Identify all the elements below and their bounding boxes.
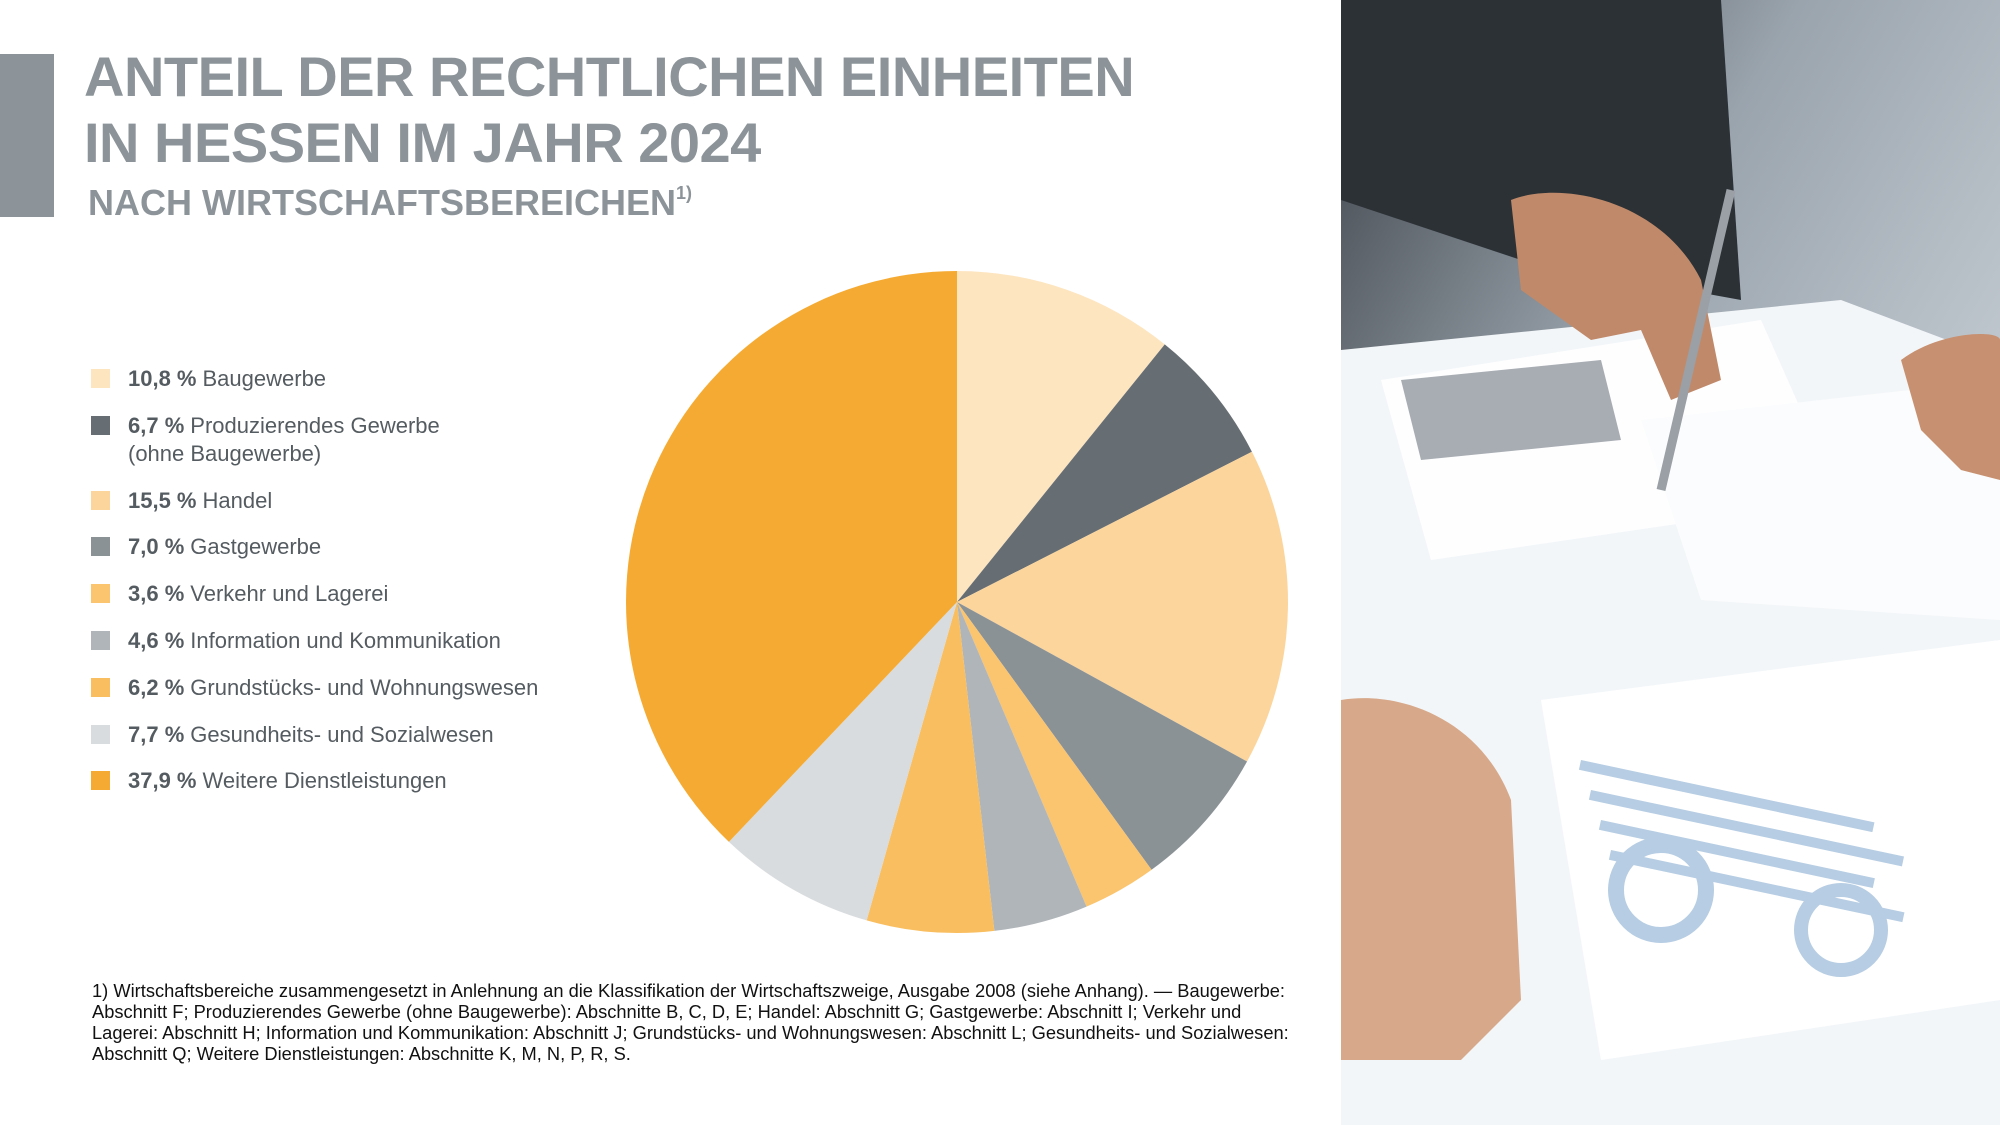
legend-label: Weitere Dienstleistungen xyxy=(202,768,447,794)
legend-text: 10,8 % Baugewerbe xyxy=(128,365,326,393)
legend-swatch xyxy=(91,537,110,557)
legend-swatch xyxy=(91,630,110,650)
legend: 10,8 % Baugewerbe 6,7 % Produzierendes Gewe… xyxy=(91,365,538,814)
legend-item: 15,5 % Handel xyxy=(91,487,538,515)
pie-slice xyxy=(866,602,995,934)
legend-value: 7,7 % xyxy=(128,721,185,747)
legend-text: 15,5 % Handel xyxy=(128,487,272,515)
footnote: 1) Wirtschaftsbereiche zusammengesetzt i… xyxy=(92,980,1289,1064)
legend-value: 6,7 % xyxy=(128,412,185,438)
legend-item: 10,8 % Baugewerbe xyxy=(91,365,538,393)
legend-label: Handel xyxy=(202,487,273,513)
pie-slice xyxy=(728,602,957,921)
legend-text: 6,2 % Grundstücks- und Wohnungswesen xyxy=(128,674,538,702)
legend-value: 37,9 % xyxy=(128,768,197,794)
photo xyxy=(1341,0,2000,1125)
legend-item: 7,0 % Gastgewerbe xyxy=(91,533,538,561)
pie-slice xyxy=(957,602,1087,931)
pie-slice xyxy=(957,602,1152,907)
pie-slice xyxy=(957,271,1165,602)
legend-value: 7,0 % xyxy=(128,534,185,560)
legend-item: 3,6 % Verkehr und Lagerei xyxy=(91,580,538,608)
pie-slice xyxy=(957,451,1288,762)
pie-slice xyxy=(957,344,1252,602)
legend-value: 3,6 % xyxy=(128,581,185,607)
legend-text: 3,6 % Verkehr und Lagerei xyxy=(128,580,388,608)
legend-swatch xyxy=(91,724,110,744)
legend-label: Gesundheits- und Sozialwesen xyxy=(190,721,494,747)
legend-label: Baugewerbe xyxy=(202,366,327,391)
legend-swatch xyxy=(91,584,110,604)
legend-item: 7,7 % Gesundheits- und Sozialwesen xyxy=(91,721,538,749)
legend-swatch xyxy=(91,677,110,697)
accent-bar xyxy=(0,54,54,217)
legend-label: Information und Kommunikation xyxy=(190,627,501,653)
legend-swatch xyxy=(91,369,110,388)
legend-label: Verkehr und Lagerei xyxy=(190,581,389,607)
legend-text: 7,0 % Gastgewerbe xyxy=(128,533,321,561)
pie-slice xyxy=(626,271,957,842)
legend-item: 4,6 % Information und Kommunikation xyxy=(91,627,538,655)
legend-label: Grundstücks- und Wohnungswesen xyxy=(190,674,539,700)
legend-item: 37,9 % Weitere Dienstleistungen xyxy=(91,767,538,795)
chart xyxy=(626,271,1288,934)
legend-swatch xyxy=(91,415,110,435)
legend-value: 10,8 % xyxy=(128,366,197,391)
legend-text: 7,7 % Gesundheits- und Sozialwesen xyxy=(128,721,494,749)
legend-label: Produzierendes Gewerbe (ohne Baugewerbe) xyxy=(128,412,440,466)
legend-text: 4,6 % Information und Kommunikation xyxy=(128,627,501,655)
legend-label: Gastgewerbe xyxy=(190,534,322,560)
legend-value: 4,6 % xyxy=(128,627,185,653)
legend-item: 6,7 % Produzierendes Gewerbe (ohne Baugew… xyxy=(91,412,538,468)
chart-title: ANTEIL DER RECHTLICHEN EINHEITEN IN HESS… xyxy=(84,45,1135,174)
legend-value: 6,2 % xyxy=(128,674,185,700)
legend-text: 6,7 % Produzierendes Gewerbe (ohne Baugew… xyxy=(128,412,488,468)
legend-text: 37,9 % Weitere Dienstleistungen xyxy=(128,767,447,795)
subtitle-text: NACH WIRTSCHAFTSBEREICHEN xyxy=(88,182,676,223)
legend-value: 15,5 % xyxy=(128,487,197,513)
pie-slice xyxy=(957,602,1248,870)
chart-subtitle: NACH WIRTSCHAFTSBEREICHEN1) xyxy=(88,182,692,224)
legend-swatch xyxy=(91,771,110,791)
subtitle-note: 1) xyxy=(676,183,693,203)
legend-swatch xyxy=(91,490,110,510)
legend-item: 6,2 % Grundstücks- und Wohnungswesen xyxy=(91,674,538,702)
